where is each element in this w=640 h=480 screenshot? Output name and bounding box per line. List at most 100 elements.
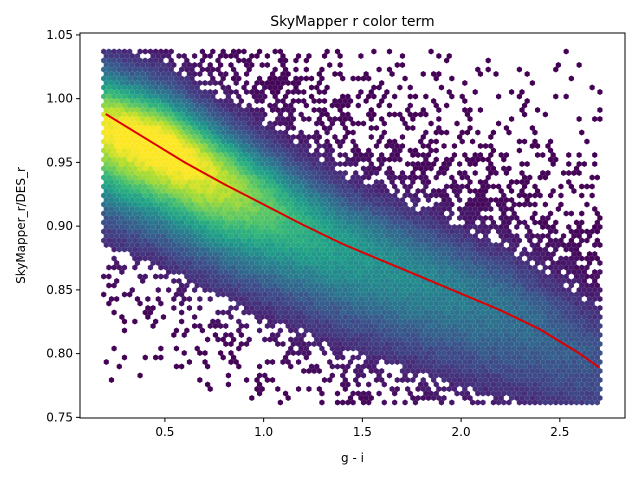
hexbin-cell	[111, 84, 117, 91]
hexbin-cell	[581, 394, 587, 401]
hexbin-cell	[360, 372, 367, 379]
hexbin-cell	[249, 259, 255, 266]
hexbin-cell	[329, 318, 335, 325]
hexbin-cell	[537, 246, 543, 253]
hexbin-cell	[295, 196, 302, 203]
hexbin-cell	[147, 66, 154, 73]
hexbin-cell	[560, 259, 567, 266]
hexbin-cell	[223, 340, 229, 347]
hexbin-cell	[584, 228, 590, 235]
hexbin-cell	[371, 237, 377, 244]
hexbin-cell	[124, 106, 130, 113]
hexbin-cell	[337, 61, 343, 68]
hexbin-cell	[329, 210, 335, 217]
hexbin-cell	[496, 300, 502, 307]
hexbin-cell	[446, 205, 452, 212]
hexbin-cell	[306, 313, 312, 320]
hexbin-cell	[277, 264, 283, 271]
hexbin-cell	[173, 264, 180, 271]
hexbin-cell	[262, 372, 268, 379]
hexbin-cell	[251, 93, 257, 100]
hexbin-cell	[438, 345, 445, 352]
hexbin-cell	[498, 331, 504, 338]
hexbin-cell	[550, 358, 556, 365]
hexbin-cell	[373, 304, 380, 311]
hexbin-cell	[303, 147, 309, 154]
hexbin-cell	[462, 286, 468, 293]
hexbin-cell	[254, 214, 260, 221]
hexbin-cell	[451, 142, 458, 149]
hexbin-cell	[511, 210, 517, 217]
hexbin-cell	[581, 349, 587, 356]
hexbin-cell	[488, 340, 494, 347]
hexbin-cell	[233, 241, 239, 248]
hexbin-cell	[433, 291, 439, 298]
hexbin-cell	[457, 376, 463, 383]
hexbin-cell	[134, 241, 141, 248]
hexbin-cell	[168, 255, 174, 262]
hexbin-cell	[340, 192, 346, 199]
hexbin-cell	[241, 291, 247, 298]
hexbin-cell	[314, 264, 320, 271]
hexbin-cell	[334, 363, 341, 370]
hexbin-cell	[376, 165, 382, 172]
hexbin-cell	[571, 295, 577, 302]
hexbin-cell	[493, 376, 499, 383]
hexbin-cell	[171, 142, 177, 149]
hexbin-cell	[332, 178, 338, 185]
hexbin-cell	[256, 264, 263, 271]
hexbin-cell	[243, 268, 250, 275]
hexbin-cell	[103, 178, 109, 185]
hexbin-cell	[327, 241, 333, 248]
hexbin-cell	[368, 124, 374, 131]
hexbin-cell	[545, 295, 551, 302]
hexbin-cell	[298, 246, 304, 253]
hexbin-cell	[267, 192, 273, 199]
hexbin-cell	[259, 196, 265, 203]
hexbin-cell	[176, 259, 182, 266]
hexbin-cell	[415, 394, 421, 401]
x-tick-label: 1.0	[254, 425, 273, 439]
hexbin-cell	[592, 250, 598, 257]
hexbin-cell	[584, 372, 590, 379]
hexbin-cell	[420, 322, 426, 329]
hexbin-cell	[228, 142, 234, 149]
hexbin-cell	[199, 246, 206, 253]
hexbin-cell	[199, 192, 206, 199]
hexbin-cell	[386, 48, 393, 55]
hexbin-cell	[449, 282, 455, 289]
hexbin-cell	[506, 363, 512, 370]
hexbin-cell	[114, 223, 120, 230]
hexbin-cell	[215, 282, 221, 289]
hexbin-cell	[366, 354, 372, 361]
hexbin-cell	[563, 210, 569, 217]
hexbin-cell	[462, 241, 468, 248]
hexbin-cell	[464, 228, 471, 235]
hexbin-cell	[592, 241, 598, 248]
hexbin-cell	[407, 192, 413, 199]
hexbin-cell	[225, 120, 231, 127]
hexbin-cell	[290, 115, 296, 122]
hexbin-cell	[220, 174, 226, 181]
hexbin-cell	[532, 381, 538, 388]
hexbin-cell	[150, 178, 156, 185]
hexbin-cell	[134, 133, 141, 140]
hexbin-cell	[277, 300, 283, 307]
hexbin-cell	[485, 156, 491, 163]
hexbin-cell	[363, 169, 369, 176]
hexbin-cell	[524, 376, 530, 383]
hexbin-cell	[314, 84, 320, 91]
hexbin-cell	[264, 232, 270, 239]
hexbin-cell	[368, 277, 374, 284]
hexbin-cell	[563, 291, 569, 298]
hexbin-cell	[571, 187, 577, 194]
hexbin-cell	[436, 223, 442, 230]
hexbin-cell	[321, 313, 328, 320]
hexbin-cell	[381, 327, 387, 334]
hexbin-cell	[246, 165, 252, 172]
hexbin-cell	[321, 124, 328, 131]
hexbin-cell	[249, 88, 255, 95]
hexbin-cell	[573, 309, 580, 316]
hexbin-cell	[225, 381, 231, 388]
hexbin-cell	[186, 259, 193, 266]
